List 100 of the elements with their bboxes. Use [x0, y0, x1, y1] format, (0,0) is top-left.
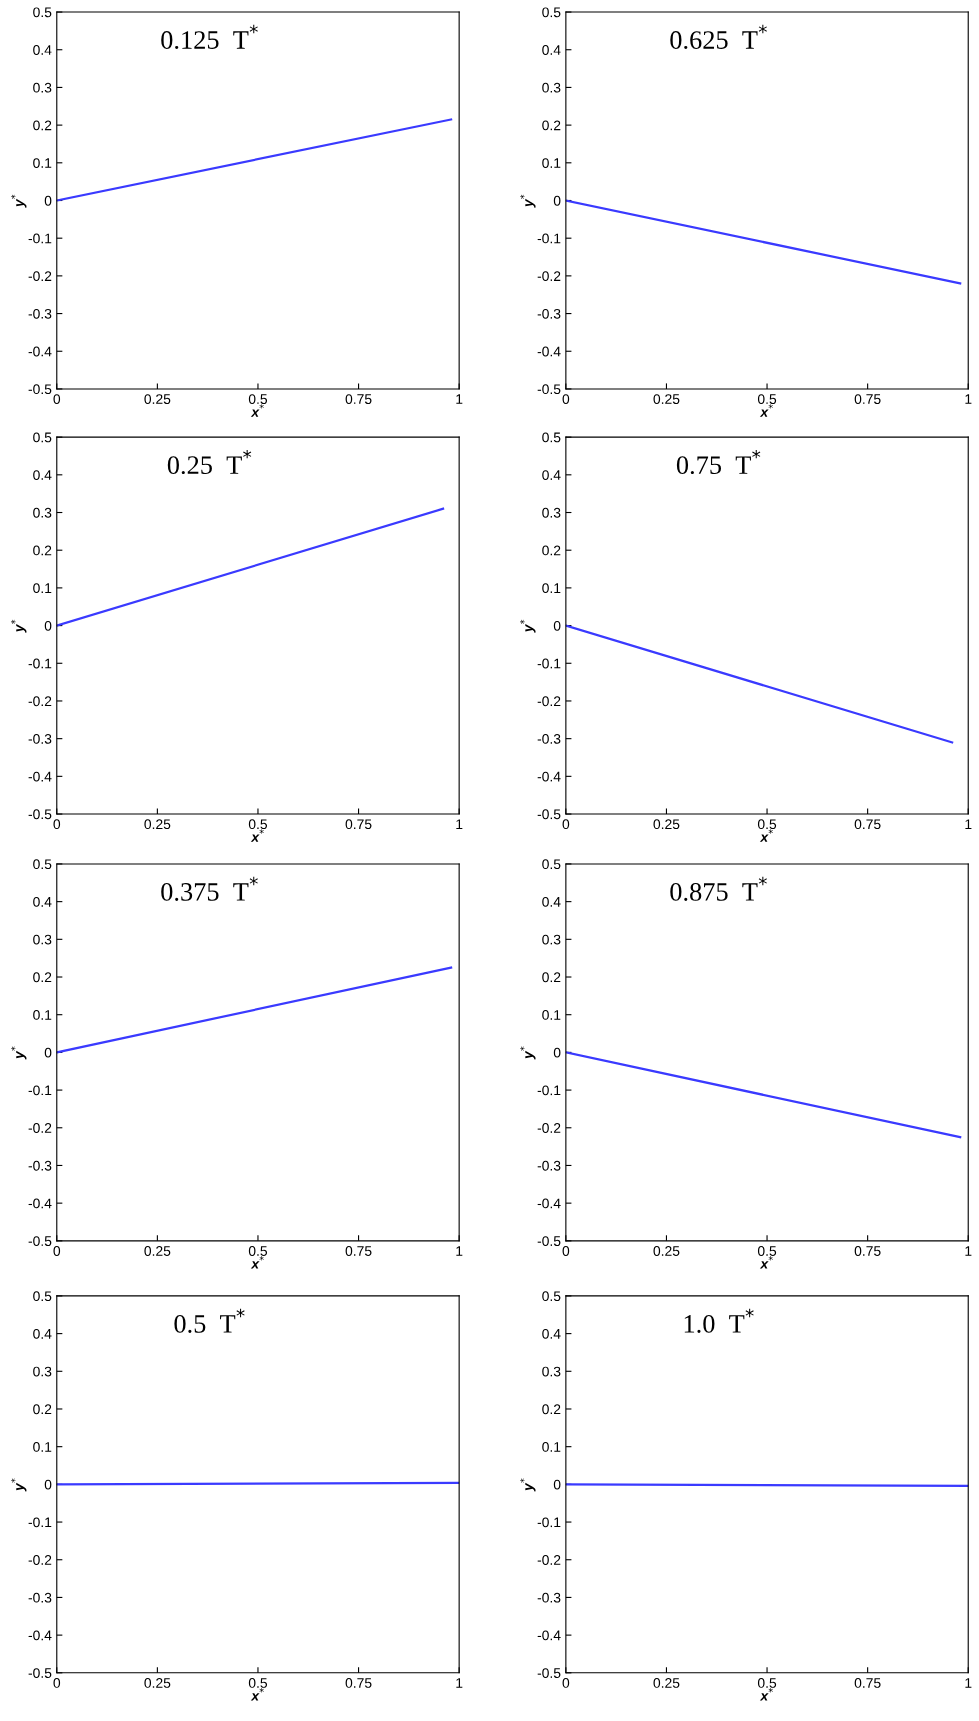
x-tick-label: 0 — [562, 819, 570, 830]
y-tick-label: 0.2 — [542, 1404, 561, 1415]
y-tick-label: -0.3 — [537, 1160, 561, 1171]
y-tick-label: 0.1 — [33, 158, 52, 168]
chart-title: 0.375 T$^{*}$ — [161, 876, 258, 901]
x-tick-label: 0 — [562, 1246, 570, 1256]
y-tick-label: -0.1 — [28, 658, 52, 669]
x-tick-label: 0.5 — [757, 819, 777, 830]
y-tick-label: -0.3 — [28, 733, 52, 744]
x-tick-label: 0.25 — [144, 819, 171, 830]
x-axis-title: x$^{*}$ — [759, 404, 773, 417]
y-tick-label: -0.1 — [537, 1517, 561, 1528]
y-axis-title: y$^{*}$ — [520, 194, 536, 208]
y-tick-label: -0.1 — [28, 1517, 52, 1528]
y-tick-label: -0.3 — [28, 1160, 52, 1171]
y-axis-title: y$^{*}$ — [11, 1046, 27, 1060]
chart-title: 0.75 T$^{*}$ — [676, 449, 761, 475]
x-tick-label: 0 — [562, 1678, 570, 1688]
y-axis-title: y$^{*}$ — [11, 1478, 27, 1492]
y-tick-label: 0.2 — [33, 972, 52, 983]
y-tick-label: 0 — [44, 1479, 52, 1490]
y-tick-label: -0.1 — [28, 1085, 52, 1096]
x-axis-title: x$^{*}$ — [759, 1256, 773, 1269]
x-tick-label: 1 — [456, 1246, 463, 1256]
y-tick-label: -0.2 — [537, 696, 561, 707]
x-tick-label: 0.25 — [653, 1678, 680, 1688]
x-tick-label: 0.5 — [248, 394, 268, 405]
x-tick-label: 1 — [965, 1678, 972, 1688]
y-tick-label: -0.2 — [537, 271, 561, 282]
y-tick-label: -0.5 — [28, 384, 52, 395]
y-tick-label: 0.3 — [33, 934, 52, 945]
y-tick-label: -0.2 — [537, 1555, 561, 1565]
x-tick-label: 0.75 — [345, 1678, 372, 1688]
y-tick-label: 0.2 — [33, 120, 52, 131]
y-tick-label: -0.4 — [28, 346, 52, 357]
x-tick-label: 0.5 — [757, 1246, 777, 1256]
y-tick-label: -0.5 — [28, 1668, 52, 1678]
chart-title: 0.875 T$^{*}$ — [670, 876, 767, 901]
y-tick-label: 0.4 — [33, 1328, 52, 1339]
x-tick-label: 0 — [53, 819, 61, 830]
x-axis-title: x$^{*}$ — [250, 1688, 264, 1701]
y-tick-label: 0.3 — [33, 1366, 52, 1377]
x-tick-label: 0.25 — [144, 394, 171, 405]
x-tick-label: 0.25 — [144, 1246, 171, 1256]
y-tick-label: 0.5 — [33, 7, 52, 18]
x-tick-label: 0 — [562, 394, 570, 405]
y-tick-label: 0.4 — [542, 470, 561, 480]
y-tick-label: 0.2 — [542, 545, 561, 556]
y-tick-label: -0.4 — [28, 1198, 52, 1209]
y-tick-label: 0.2 — [542, 120, 561, 131]
y-axis-title: y$^{*}$ — [520, 1478, 536, 1492]
x-axis-title: x$^{*}$ — [250, 404, 264, 417]
y-tick-label: -0.3 — [537, 733, 561, 744]
y-tick-label: 0.3 — [542, 82, 561, 93]
y-tick-label: 0.4 — [33, 470, 52, 480]
x-tick-label: 0.75 — [345, 1246, 372, 1256]
y-tick-label: 0 — [44, 620, 52, 631]
x-tick-label: 0.75 — [854, 1246, 881, 1256]
y-tick-label: -0.3 — [28, 308, 52, 319]
x-tick-label: 0 — [53, 1246, 61, 1256]
y-tick-label: -0.4 — [28, 771, 52, 782]
x-tick-label: 0.75 — [854, 394, 881, 405]
chart-title: 0.125 T$^{*}$ — [161, 24, 258, 50]
y-tick-label: 0.5 — [542, 7, 561, 18]
y-tick-label: 0 — [553, 1479, 561, 1490]
x-tick-label: 0.5 — [757, 1678, 777, 1688]
y-tick-label: -0.4 — [28, 1630, 52, 1641]
x-tick-label: 1 — [965, 1246, 972, 1256]
y-tick-label: -0.5 — [537, 1668, 561, 1678]
x-tick-label: 0.5 — [757, 394, 777, 405]
x-tick-label: 0.5 — [248, 1678, 268, 1688]
y-tick-label: 0.3 — [542, 934, 561, 945]
y-axis-title: y$^{*}$ — [11, 194, 27, 208]
y-tick-label: 0.3 — [542, 1366, 561, 1377]
y-tick-label: 0 — [44, 195, 52, 206]
y-tick-label: -0.5 — [28, 1236, 52, 1247]
y-tick-label: -0.2 — [28, 1555, 52, 1565]
y-tick-label: -0.2 — [537, 1123, 561, 1133]
y-axis-title: y$^{*}$ — [11, 619, 27, 633]
y-tick-label: 0.5 — [542, 432, 561, 443]
y-tick-label: 0.1 — [33, 583, 52, 594]
x-tick-label: 0.25 — [653, 819, 680, 830]
x-axis-title: x$^{*}$ — [250, 829, 264, 842]
chart-title: 0.25 T$^{*}$ — [167, 449, 252, 475]
x-axis-title: x$^{*}$ — [250, 1256, 264, 1269]
x-axis-title: x$^{*}$ — [759, 1688, 773, 1701]
y-tick-label: -0.1 — [537, 658, 561, 669]
y-tick-label: 0.2 — [542, 972, 561, 983]
y-tick-label: 0.3 — [33, 82, 52, 93]
x-tick-label: 0.5 — [248, 819, 268, 830]
y-tick-label: -0.3 — [28, 1592, 52, 1603]
y-tick-label: -0.2 — [28, 1123, 52, 1133]
chart-title: 0.625 T$^{*}$ — [670, 24, 767, 50]
x-tick-label: 0.25 — [653, 1246, 680, 1256]
y-tick-label: -0.3 — [537, 1592, 561, 1603]
y-tick-label: 0.4 — [542, 1328, 561, 1339]
y-tick-label: 0.5 — [542, 859, 561, 870]
x-axis-title: x$^{*}$ — [759, 829, 773, 842]
x-tick-label: 0.25 — [144, 1678, 171, 1688]
y-tick-label: 0 — [553, 1047, 561, 1058]
